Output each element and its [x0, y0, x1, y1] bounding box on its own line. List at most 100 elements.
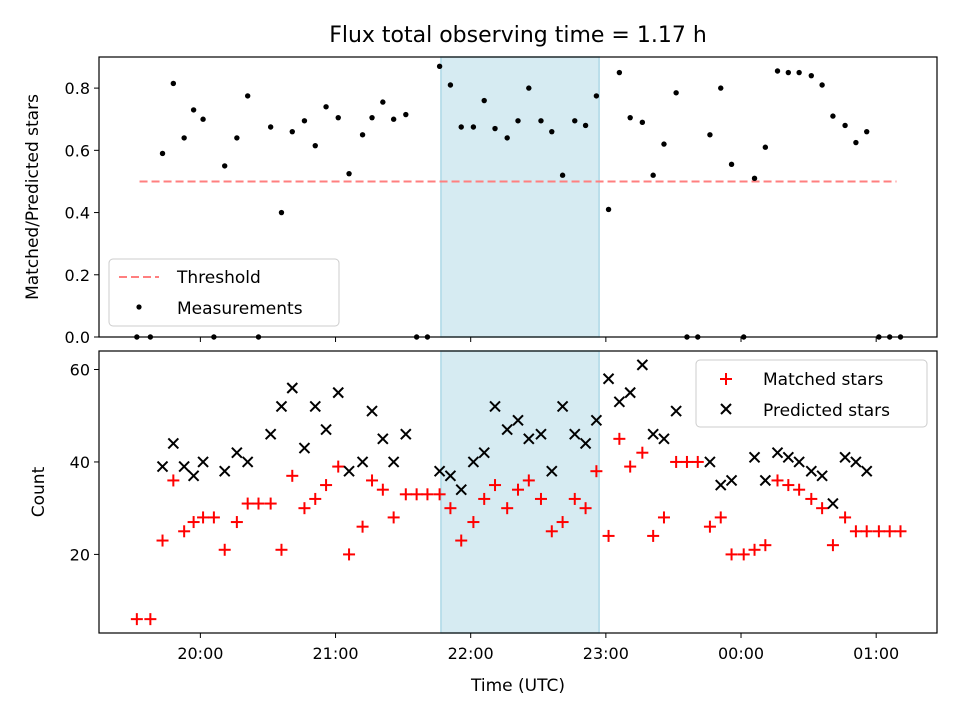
matched-star-marker — [275, 543, 288, 556]
ratio-legend: Threshold Measurements — [108, 258, 340, 327]
predicted-marker-stroke-b — [839, 451, 851, 464]
count-y-tick-label: 60 — [70, 360, 90, 379]
matched-star-marker — [410, 488, 423, 501]
legend-matched-swatch — [720, 373, 732, 385]
predicted-marker-stroke-b — [467, 456, 480, 468]
matched-star-marker — [501, 502, 514, 515]
matched-star-marker — [793, 483, 806, 496]
predicted-marker-stroke-b — [444, 470, 457, 482]
x-tick-label: 20:00 — [177, 644, 223, 663]
matched-star-marker — [178, 525, 191, 538]
measurement-point — [159, 150, 166, 157]
measurement-point — [830, 113, 836, 119]
matched-star-marker — [130, 613, 143, 626]
predicted-marker-stroke-b — [624, 386, 636, 399]
measurement-point — [762, 144, 769, 150]
measurement-point — [515, 118, 521, 124]
predicted-marker-stroke-b — [366, 405, 378, 417]
matched-star-marker — [399, 488, 412, 501]
measurement-point — [593, 93, 600, 99]
matched-star-marker — [556, 516, 569, 529]
measurement-point — [458, 124, 464, 130]
matched-star-marker — [343, 548, 356, 561]
predicted-marker-stroke-b — [332, 386, 344, 399]
measurement-point — [470, 124, 477, 130]
predicted-star-marker — [178, 460, 190, 473]
predicted-star-marker — [624, 386, 636, 399]
measurement-point — [582, 122, 589, 129]
predicted-marker-stroke-b — [850, 456, 862, 468]
predicted-marker-stroke-b — [523, 433, 535, 445]
matched-star-marker — [433, 488, 446, 501]
predicted-star-marker — [647, 428, 659, 440]
predicted-marker-stroke-b — [343, 465, 355, 477]
matched-star-marker — [691, 455, 704, 468]
matched-star-marker — [534, 492, 547, 505]
matched-star-marker — [187, 516, 200, 529]
predicted-marker-stroke-b — [546, 465, 558, 477]
matched-star-marker — [826, 539, 839, 552]
predicted-star-marker — [275, 400, 288, 413]
count-y-tick-label: 20 — [70, 545, 90, 564]
predicted-star-marker — [433, 465, 446, 477]
legend-measurements-label: Measurements — [177, 299, 303, 319]
predicted-marker-stroke-b — [286, 382, 298, 394]
measurement-point — [222, 163, 228, 169]
ratio-y-tick-label: 0.2 — [65, 266, 90, 285]
predicted-star-marker — [197, 456, 209, 468]
predicted-star-marker — [569, 428, 581, 440]
predicted-marker-stroke-b — [647, 428, 659, 440]
count-panel: 20 40 60 20:00 21:00 22:00 23:00 00:00 01:00 Co… — [29, 350, 938, 696]
matched-star-marker — [167, 474, 180, 487]
predicted-marker-stroke-b — [478, 446, 490, 459]
ratio-panel-frame — [98, 56, 938, 338]
predicted-star-marker — [602, 373, 615, 385]
predicted-star-marker — [400, 428, 412, 440]
matched-star-marker — [748, 543, 761, 556]
predicted-marker-stroke-b — [748, 451, 761, 464]
predicted-marker-stroke-b — [231, 446, 243, 459]
predicted-star-marker — [704, 456, 716, 468]
measurement-point — [796, 69, 802, 76]
measurement-point — [504, 135, 510, 141]
measurement-point — [627, 114, 633, 121]
predicted-star-marker — [264, 428, 277, 440]
matched-star-marker — [286, 469, 299, 482]
matched-star-marker — [366, 474, 379, 487]
matched-star-marker — [579, 502, 592, 515]
legend-predicted-label: Predicted stars — [763, 401, 890, 421]
x-tick-label: 22:00 — [448, 644, 494, 663]
x-tick-label: 23:00 — [583, 644, 629, 663]
measurement-point — [718, 85, 724, 91]
measurement-point — [639, 119, 646, 126]
measurement-point — [323, 104, 329, 110]
predicted-star-marker — [636, 359, 649, 371]
matched-star-marker — [703, 520, 716, 533]
measurement-point — [661, 141, 667, 147]
measurement-point — [605, 206, 612, 213]
x-tick-label: 00:00 — [718, 644, 764, 663]
predicted-marker-stroke-b — [167, 437, 180, 450]
measurement-point — [190, 107, 197, 113]
legend-matched-label: Matched stars — [763, 370, 883, 390]
predicted-star-marker — [782, 451, 795, 464]
matched-star-marker — [680, 455, 693, 468]
ratio-y-tick-label: 0.0 — [65, 328, 90, 347]
ratio-y-tick-label: 0.8 — [65, 79, 90, 98]
ratio-legend-box — [108, 258, 340, 327]
predicted-star-marker — [231, 446, 243, 459]
measurement-point — [616, 69, 623, 76]
predicted-star-marker — [748, 451, 761, 464]
predicted-star-marker — [467, 456, 480, 468]
measurement-point — [774, 68, 781, 74]
predicted-marker-stroke-b — [264, 428, 277, 440]
observing-window-span-top — [440, 56, 600, 338]
predicted-star-marker — [546, 465, 558, 477]
predicted-star-marker — [478, 446, 490, 459]
predicted-marker-stroke-b — [805, 465, 818, 477]
measurement-point — [842, 122, 848, 129]
measurement-point — [346, 170, 352, 177]
predicted-marker-stroke-b — [556, 400, 569, 413]
matched-star-marker — [590, 465, 603, 478]
